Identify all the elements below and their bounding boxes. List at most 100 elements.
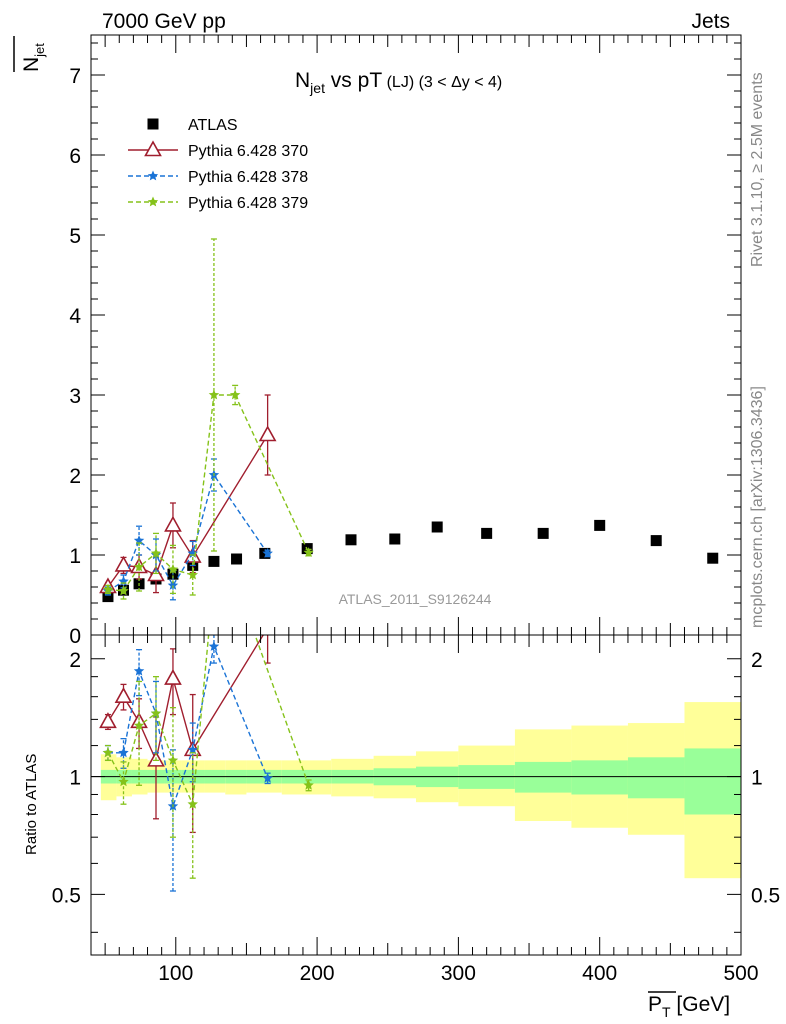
pythia-6-428-378-ratio-point — [262, 772, 273, 783]
title-n: N — [295, 69, 310, 92]
ratio-y-axis-label: Ratio to ATLAS — [23, 754, 40, 855]
x-tick-label: 500 — [723, 962, 758, 985]
ratio-band-inner — [627, 757, 685, 799]
ratio-band-inner — [684, 748, 741, 815]
ylabel-text: Njet — [20, 43, 47, 72]
ratio-series-layer — [99, 573, 314, 892]
pythia-6-428-370-ratio-line — [107, 635, 265, 763]
legend: ATLAS Pythia 6.428 370 Pythia 6.428 378 Pyt… — [128, 117, 308, 212]
pythia-6-428-379-ratio-point — [150, 707, 162, 718]
analysis-watermark: ATLAS_2011_S9126244 — [339, 591, 492, 607]
pythia-6-428-378-point — [167, 579, 179, 590]
ratio-y-tick-label-left: 1 — [69, 767, 81, 790]
ratio-y-tick-label-left: 2 — [69, 649, 81, 672]
xlabel-text: PT [GeV] — [648, 993, 730, 1020]
pythia-6-428-370-ratio-point — [99, 712, 117, 729]
legend-marker — [147, 196, 159, 207]
xlabel-t-subscript: T — [662, 1004, 671, 1020]
main-y-tick-label: 3 — [69, 385, 81, 408]
pythia-6-428-378-ratio-line — [108, 644, 269, 809]
ratio-y-tick-label-left: 0.5 — [52, 884, 81, 907]
chart-title: Njet vs pT (LJ) (3 < Δy < 4) — [295, 69, 502, 96]
atlas-point — [345, 534, 357, 546]
pythia-6-428-379-point — [187, 569, 198, 580]
ratio-y-tick-label-right: 0.5 — [751, 884, 780, 907]
series-pythia-6-428-370-ratio — [99, 620, 275, 834]
title-vs-pt: vs pT — [325, 69, 382, 92]
ratio-y-tick-label-right: 2 — [751, 649, 763, 672]
pythia-6-428-370-ratio-point — [114, 687, 133, 703]
pythia-6-428-379-ratio-point — [133, 720, 145, 730]
legend-label: Pythia 6.428 379 — [188, 195, 308, 212]
pythia-6-428-379-ratio-point — [167, 754, 179, 765]
main-y-tick-label: 7 — [69, 65, 81, 88]
ratio-band-inner — [571, 760, 628, 795]
x-tick-label: 100 — [158, 962, 193, 985]
x-axis-label: PT [GeV] — [648, 991, 730, 1020]
legend-marker — [147, 118, 159, 130]
pythia-6-428-370-point — [164, 515, 182, 532]
mcplots-citation-label: mcplots.cern.ch [arXiv:1306.3436] — [749, 386, 766, 628]
rivet-version-label: Rivet 3.1.10, ≥ 2.5M events — [749, 72, 766, 267]
pythia-6-428-378-ratio-point — [187, 744, 198, 755]
series-pythia-6-428-379 — [102, 238, 314, 600]
title-jet-subscript: jet — [309, 80, 325, 96]
pythia-6-428-370-point — [114, 555, 133, 572]
pythia-6-428-378-point — [262, 547, 273, 558]
x-tick-label: 300 — [441, 962, 476, 985]
legend-entry-pythia-6-428-379: Pythia 6.428 379 — [128, 195, 308, 212]
atlas-point — [650, 535, 662, 547]
x-tick-label: 200 — [300, 962, 335, 985]
atlas-point — [231, 553, 243, 565]
axis-layer: 0 1 2 3 4 5 6 7 100 200 300 400 500 0.5 0.5 1 1 2 2 — [52, 35, 780, 985]
xlabel-p: P — [648, 993, 662, 1016]
pythia-6-428-378-ratio-point — [133, 665, 145, 676]
series-pythia-6-428-379-ratio — [102, 573, 314, 879]
title-region: (LJ) (3 < Δy < 4) — [382, 74, 502, 91]
pythia-6-428-379-point — [208, 389, 220, 400]
atlas-point — [707, 552, 719, 564]
series-pythia-6-428-378 — [102, 458, 273, 601]
main-y-axis-label: Njet — [13, 36, 47, 72]
pythia-6-428-378-ratio-point — [118, 747, 129, 758]
pythia-6-428-378-ratio-point — [208, 641, 220, 651]
main-y-tick-label: 6 — [69, 145, 81, 168]
legend-label: Pythia 6.428 370 — [188, 143, 308, 160]
legend-entry-pythia-6-428-370: Pythia 6.428 370 — [128, 140, 308, 160]
pythia-6-428-379-point — [167, 563, 179, 574]
ylabel-n: N — [20, 57, 43, 72]
atlas-point — [431, 521, 443, 533]
ylabel-jet-subscript: jet — [32, 43, 47, 58]
pythia-6-428-370-ratio-point — [260, 620, 275, 634]
atlas-point — [208, 555, 220, 567]
main-y-tick-label: 1 — [69, 545, 81, 568]
pythia-6-428-379-ratio-point — [102, 747, 114, 758]
pythia-6-428-370-point — [258, 425, 277, 442]
pythia-6-428-379-point — [303, 547, 314, 557]
legend-entry-pythia-6-428-378: Pythia 6.428 378 — [128, 169, 308, 186]
atlas-point — [389, 533, 401, 545]
main-y-tick-label: 4 — [69, 305, 81, 328]
pythia-6-428-379-point — [102, 583, 114, 594]
pythia-6-428-379-point — [133, 561, 145, 572]
ratio-band-inner — [514, 761, 572, 793]
pythia-6-428-379-ratio-point — [230, 573, 241, 583]
pythia-6-428-379-ratio-point — [118, 776, 129, 787]
legend-label: Pythia 6.428 378 — [188, 169, 308, 186]
process-label: Jets — [691, 10, 730, 33]
xlabel-unit: [GeV] — [671, 993, 731, 1016]
atlas-point — [537, 527, 549, 539]
pythia-6-428-379-ratio-point — [303, 779, 314, 790]
main-y-tick-label: 5 — [69, 225, 81, 248]
pythia-6-428-379-point — [229, 389, 241, 400]
pythia-6-428-370-ratio-point — [164, 668, 182, 685]
atlas-point — [594, 519, 606, 531]
main-y-tick-label: 2 — [69, 465, 81, 488]
pythia-6-428-379-ratio-point — [209, 573, 220, 583]
pythia-6-428-379-point — [118, 585, 129, 596]
atlas-point — [481, 527, 493, 539]
main-series-layer — [99, 238, 719, 603]
legend-marker — [147, 170, 159, 181]
pythia-6-428-379-ratio-point — [187, 798, 198, 809]
